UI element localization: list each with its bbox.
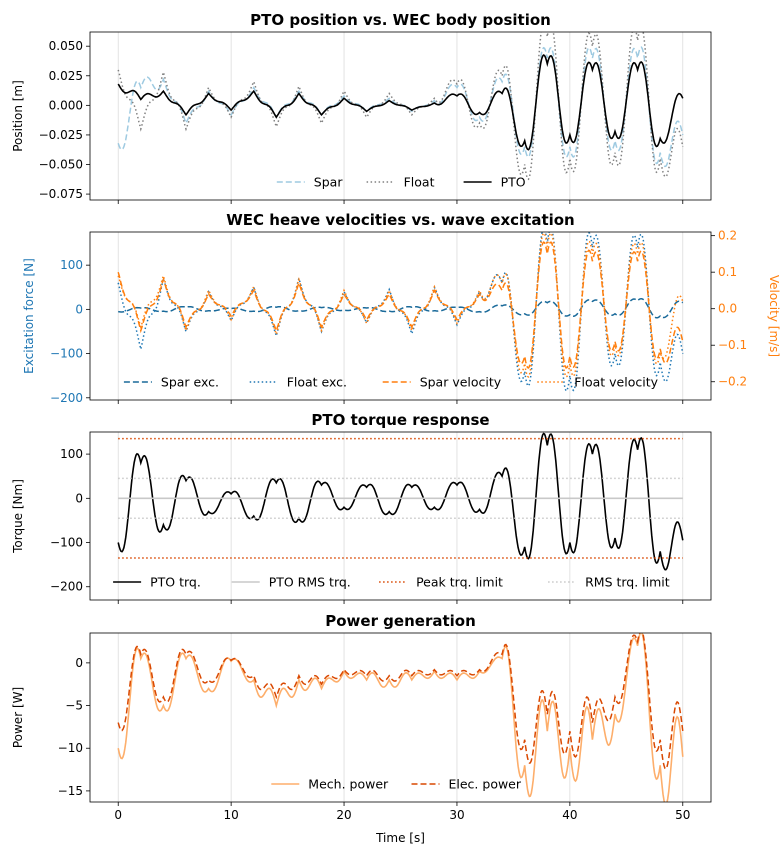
legend-label: RMS trq. limit	[585, 575, 670, 590]
series-line-spar-velocity	[117, 241, 684, 369]
legend-label: Float exc.	[287, 375, 347, 390]
legend-label: Spar	[314, 175, 344, 190]
y-tick-label: 0.000	[49, 98, 83, 112]
chart-title: Power generation	[325, 612, 476, 630]
y-axis-label: Torque [Nm]	[11, 479, 25, 554]
chart-title: PTO position vs. WEC body position	[250, 11, 551, 29]
x-axis-label: Time [s]	[375, 831, 425, 845]
y-tick-label: −200	[50, 391, 83, 405]
y-axis-label-right: Velocity [m/s]	[767, 275, 781, 357]
y-tick-label: 0	[75, 302, 83, 316]
plot-area	[117, 32, 684, 181]
chart-panel-4: 0 10 20 30 40 50 −15 −10 −5 0 Power [W] Power gener…	[11, 612, 712, 845]
y-tick-label: 0	[75, 656, 83, 670]
x-tick-label: 30	[449, 808, 464, 822]
y-tick-label-right: 0.2	[718, 229, 737, 243]
y-tick-label: −200	[50, 580, 83, 594]
y-axis-label: Excitation force [N]	[22, 258, 36, 374]
chart-panel-3: −200 −100 0 100 Torque [Nm] PTO torque respon…	[11, 411, 712, 604]
legend-label: Elec. power	[449, 777, 522, 792]
y-axis-label: Power [W]	[11, 687, 25, 748]
series-line-mech-power	[117, 633, 684, 802]
legend-label: Mech. power	[308, 777, 389, 792]
plot-area	[117, 232, 684, 393]
legend-label: Float velocity	[574, 375, 658, 390]
chart-panel-2: −200 −100 0 100 −0.2 −0.1 0.0 0.1 0.2 Velocity [m…	[22, 211, 781, 405]
series-line-pto	[117, 54, 684, 151]
y-tick-label: −100	[50, 347, 83, 361]
y-tick-label-right: 0.0	[718, 302, 737, 316]
axes-frame	[89, 31, 712, 201]
y-tick-label: −0.050	[39, 158, 83, 172]
y-tick-label-right: −0.2	[718, 375, 747, 389]
y-tick-label: −100	[50, 536, 83, 550]
y-axis-label: Position [m]	[11, 80, 25, 152]
axes-frame	[89, 431, 712, 601]
y-tick-label-right: 0.1	[718, 265, 737, 279]
legend: PTO trq. PTO RMS trq. Peak trq. limit RMS t…	[113, 575, 670, 590]
y-tick-label: −0.075	[39, 187, 83, 201]
x-tick-label: 50	[675, 808, 690, 822]
legend-label: PTO RMS trq.	[269, 575, 351, 590]
chart-panel-1: −0.075 −0.050 −0.025 0.000 0.025 0.050 Positio…	[11, 11, 712, 204]
y-tick-label: −15	[58, 784, 83, 798]
legend-label: PTO	[501, 175, 526, 190]
y-tick-label: 100	[60, 447, 83, 461]
x-tick-label: 20	[336, 808, 351, 822]
plot-area	[117, 432, 684, 571]
axes-frame	[89, 231, 712, 401]
chart-title: PTO torque response	[311, 411, 489, 429]
legend: Spar Float PTO	[276, 175, 526, 190]
legend-label: Spar exc.	[161, 375, 219, 390]
y-tick-label: 100	[60, 258, 83, 272]
axes-frame	[89, 632, 712, 803]
series-line-float	[117, 32, 684, 181]
y-tick-label-right: −0.1	[718, 338, 747, 352]
y-tick-label: 0	[75, 491, 83, 505]
legend-label: Peak trq. limit	[416, 575, 503, 590]
x-tick-label: 10	[223, 808, 238, 822]
y-tick-label: −10	[58, 741, 83, 755]
y-tick-label: 0.050	[49, 39, 83, 53]
y-tick-label: 0.025	[49, 69, 83, 83]
legend-label: Spar velocity	[420, 375, 502, 390]
legend: Spar exc. Float exc. Spar velocity Float ve…	[123, 375, 659, 390]
series-line-spar-exc	[118, 297, 684, 319]
series-line-pto-trq	[117, 432, 684, 571]
plot-area	[117, 633, 684, 802]
chart-title: WEC heave velocities vs. wave excitation	[226, 211, 575, 229]
legend: Mech. power Elec. power	[271, 777, 522, 792]
series-line-elec-power	[117, 633, 684, 770]
x-tick-label: 0	[114, 808, 122, 822]
x-tick-label: 40	[562, 808, 577, 822]
y-tick-label: −5	[65, 699, 83, 713]
legend-label: PTO trq.	[150, 575, 201, 590]
legend-label: Float	[404, 175, 435, 190]
y-tick-label: −0.025	[39, 128, 83, 142]
